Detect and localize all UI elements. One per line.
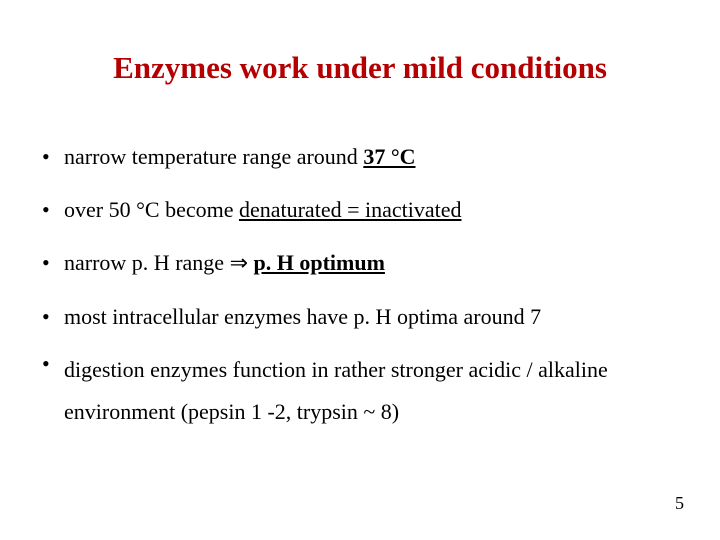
slide-title: Enzymes work under mild conditions <box>36 50 684 86</box>
bullet-emph: 37 °C <box>363 144 415 169</box>
slide: Enzymes work under mild conditions narro… <box>0 0 720 540</box>
list-item: most intracellular enzymes have p. H opt… <box>36 290 684 343</box>
list-item: narrow p. H range ⇒ p. H optimum <box>36 236 684 289</box>
bullet-text-pre: most intracellular enzymes have p. H opt… <box>64 304 541 329</box>
bullet-text-pre: narrow p. H range <box>64 250 230 275</box>
bullet-text-pre: over 50 °C become <box>64 197 239 222</box>
list-item: narrow temperature range around 37 °C <box>36 130 684 183</box>
bullet-emph: p. H optimum <box>254 250 385 275</box>
page-number: 5 <box>675 493 684 514</box>
list-item: over 50 °C become denaturated = inactiva… <box>36 183 684 236</box>
bullet-list: narrow temperature range around 37 °C ov… <box>36 130 684 433</box>
bullet-text-pre: narrow temperature range around <box>64 144 363 169</box>
arrow-icon: ⇒ <box>230 250 248 275</box>
list-item: digestion enzymes function in rather str… <box>36 343 684 433</box>
bullet-text-pre: digestion enzymes function in rather str… <box>64 357 608 424</box>
bullet-emph: denaturated = inactivated <box>239 197 462 222</box>
